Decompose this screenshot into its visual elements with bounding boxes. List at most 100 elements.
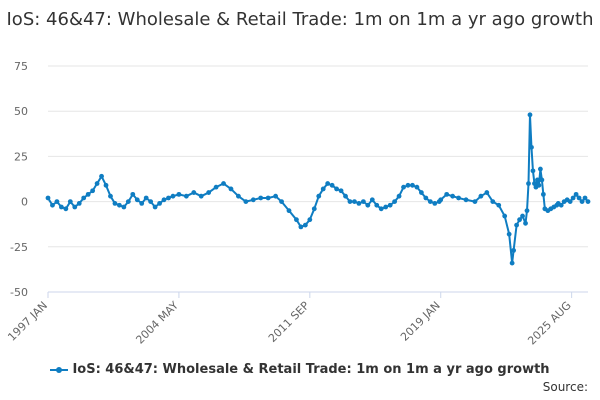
data-point (378, 206, 384, 212)
source-label[interactable]: Source: (542, 380, 588, 394)
data-point (139, 201, 145, 206)
data-point (509, 260, 515, 266)
data-point (108, 193, 113, 199)
data-point (81, 195, 87, 201)
data-point (148, 199, 154, 205)
data-point (383, 204, 389, 210)
data-point (45, 195, 51, 201)
y-tick-label: -50 (10, 286, 28, 299)
data-point (585, 199, 591, 205)
data-point (432, 201, 438, 206)
data-point (94, 181, 100, 186)
data-point (514, 222, 519, 228)
data-point (532, 181, 537, 186)
y-axis-tick-labels: -50 -25 0 25 50 75 (10, 60, 28, 299)
data-point (343, 193, 348, 199)
data-point (221, 181, 226, 186)
data-point (524, 208, 530, 214)
x-tick-label: 2011 SEP (266, 299, 312, 345)
data-point (103, 182, 109, 188)
data-point (496, 202, 502, 208)
data-point (166, 195, 171, 201)
data-point (302, 222, 308, 228)
data-point (183, 193, 189, 199)
data-point (410, 182, 415, 188)
data-point (63, 206, 69, 212)
x-tick-label: 2025 AUG (525, 299, 574, 348)
data-point (356, 201, 362, 206)
legend[interactable]: IoS: 46&47: Wholesale & Retail Trade: 1m… (0, 362, 600, 377)
data-point (258, 195, 264, 201)
data-point (502, 213, 508, 219)
data-point (530, 168, 536, 174)
data-point (134, 197, 140, 203)
data-point (535, 177, 540, 183)
data-point (161, 197, 167, 203)
data-point (536, 182, 542, 188)
data-point (265, 195, 271, 201)
data-point (444, 191, 450, 197)
data-point (579, 199, 585, 205)
data-point (325, 181, 331, 186)
data-point (463, 197, 469, 203)
data-point (529, 144, 534, 150)
data-point (506, 231, 512, 237)
data-point (72, 204, 78, 210)
data-point (352, 199, 357, 205)
data-point (423, 195, 429, 201)
y-tick-label: -25 (10, 241, 28, 254)
data-point (198, 193, 204, 199)
data-point (320, 186, 326, 192)
data-point (511, 248, 517, 253)
data-point (573, 191, 579, 197)
data-point (401, 184, 406, 190)
data-point (90, 188, 96, 194)
data-point (85, 191, 91, 197)
legend-label: IoS: 46&47: Wholesale & Retail Trade: 1m… (72, 362, 550, 377)
data-point (67, 199, 73, 205)
y-tick-label: 75 (14, 60, 28, 73)
data-point (526, 181, 531, 186)
data-point (392, 199, 398, 205)
data-point (191, 190, 197, 195)
data-point (112, 201, 118, 206)
data-point (418, 190, 424, 195)
data-point (243, 199, 249, 205)
data-point (517, 217, 522, 223)
data-point (50, 202, 55, 208)
data-point (523, 220, 528, 226)
data-point (334, 186, 339, 192)
data-point (311, 206, 317, 212)
data-point (99, 173, 104, 179)
data-point (76, 201, 82, 206)
data-point (414, 184, 420, 190)
data-point (152, 204, 158, 210)
data-point (456, 195, 461, 201)
data-point (567, 199, 573, 205)
data-point (539, 177, 545, 183)
legend-swatch-icon (50, 366, 69, 373)
x-axis: 1997 JAN 2004 MAY 2011 SEP 2019 JAN 2025 AUG (5, 291, 588, 348)
data-point (478, 193, 484, 199)
data-point (250, 197, 256, 203)
data-point (360, 199, 366, 205)
y-tick-label: 50 (14, 105, 28, 118)
x-tick-label: 1997 JAN (5, 299, 50, 344)
data-point (157, 201, 162, 206)
data-point (540, 191, 546, 197)
data-point (316, 193, 322, 199)
data-point (472, 199, 478, 205)
data-point (396, 193, 402, 199)
data-point (576, 195, 582, 201)
series-line (47, 113, 589, 265)
data-point (365, 202, 371, 208)
data-point (298, 224, 304, 230)
data-point (170, 193, 176, 199)
data-point (228, 186, 234, 192)
data-point (143, 195, 149, 201)
data-point (58, 204, 64, 210)
data-point (54, 199, 60, 205)
data-point (294, 217, 299, 223)
data-point (307, 217, 313, 223)
